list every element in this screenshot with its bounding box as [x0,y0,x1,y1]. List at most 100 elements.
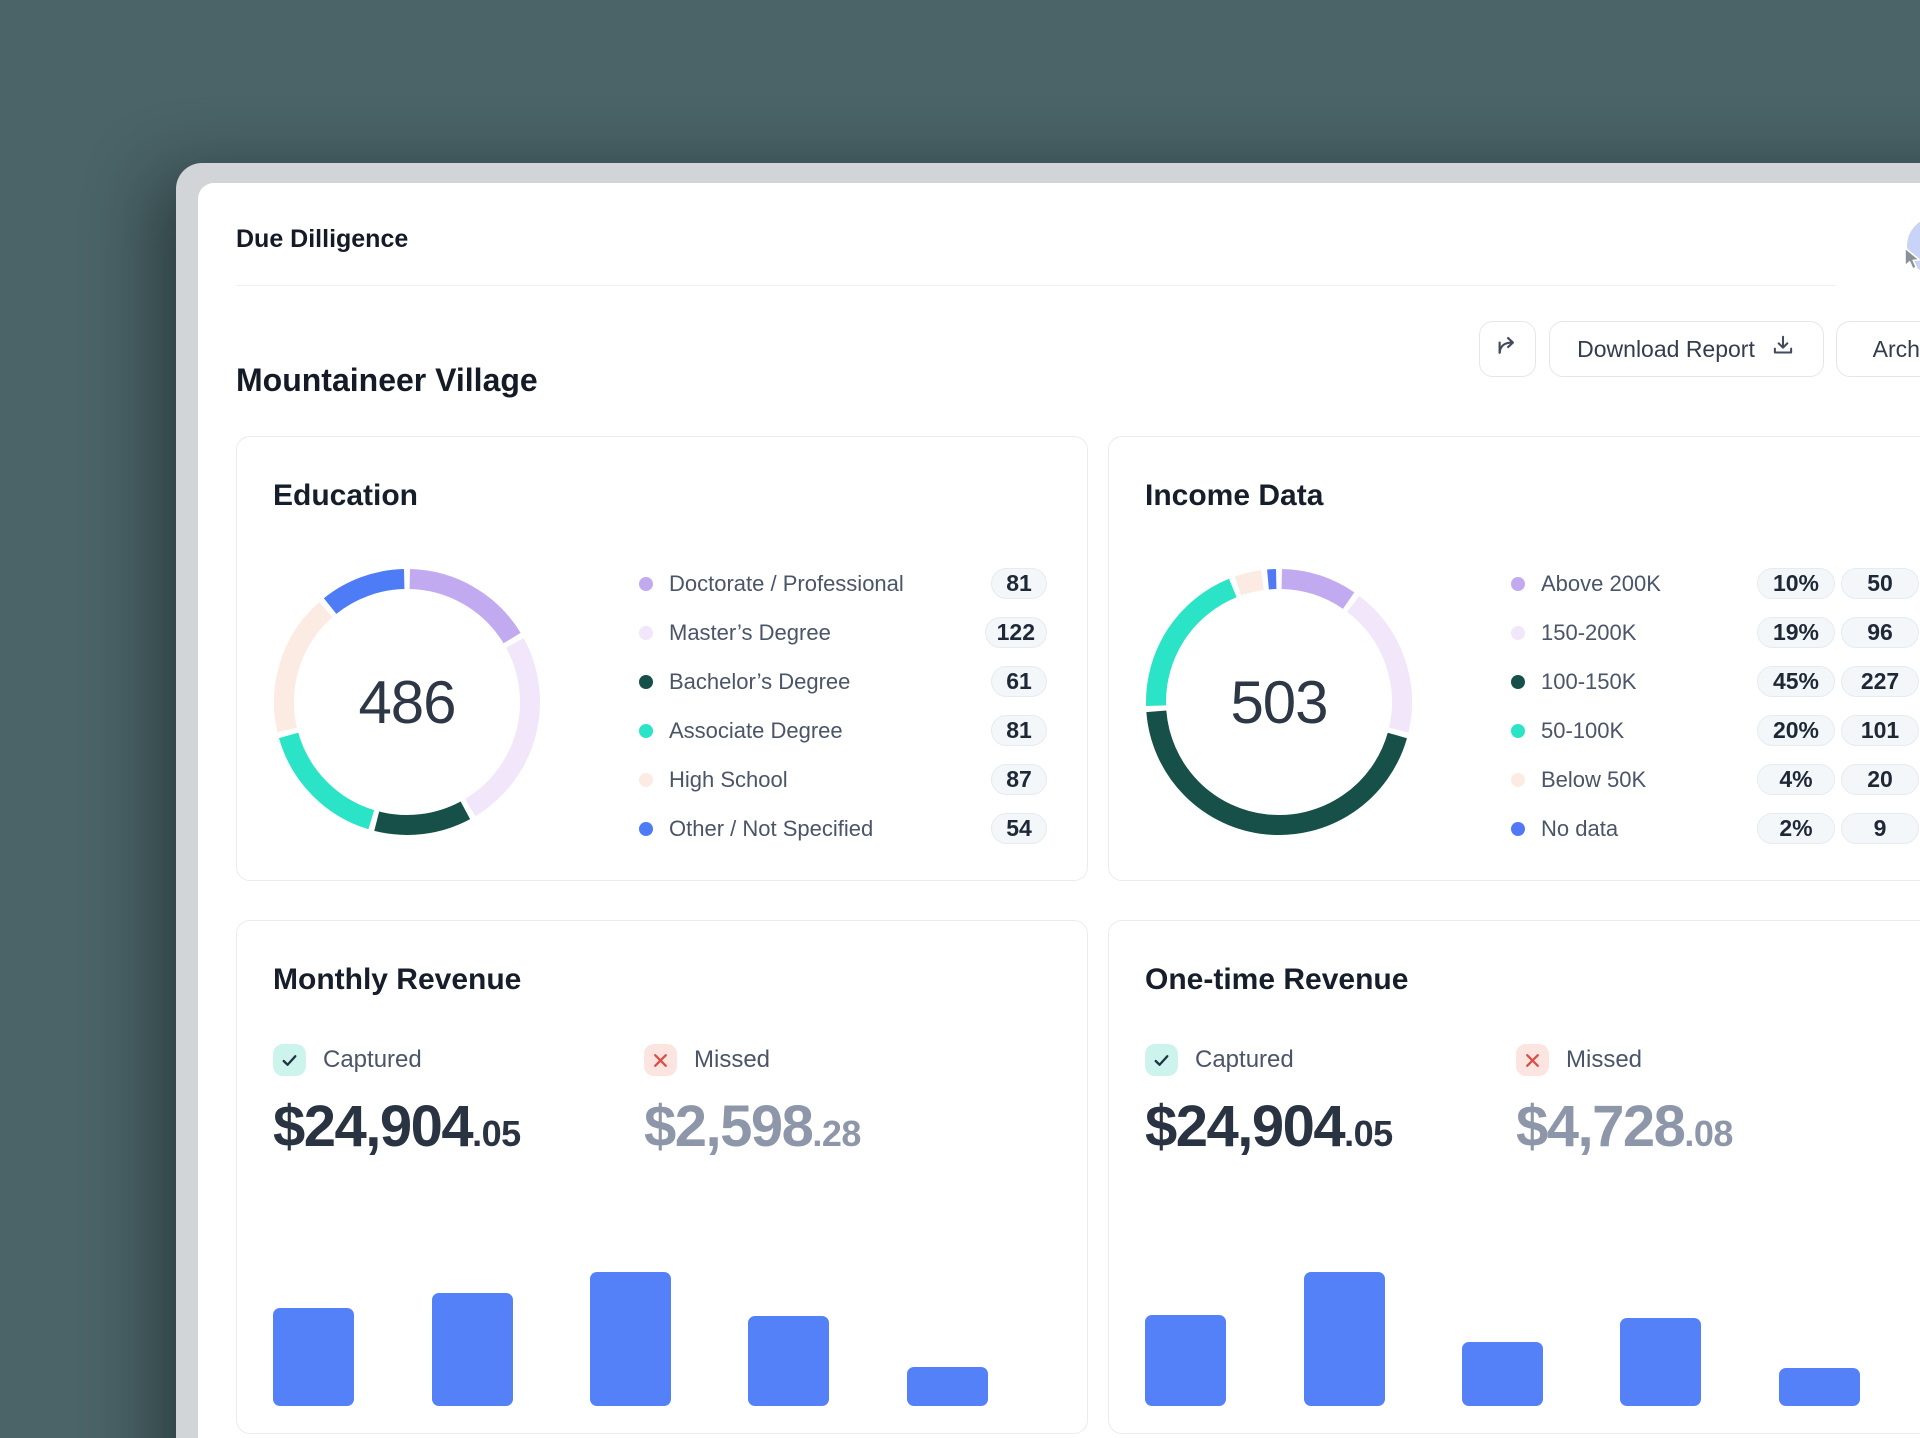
legend-percent-pill: 2% [1757,813,1835,844]
captured-stat: Captured [1145,1044,1294,1076]
missed-amount: $2,598.28 [644,1094,861,1159]
legend-count-pill: 101 [1841,715,1919,746]
education-legend: Doctorate / Professional 81 Master’s Degre… [639,559,1047,853]
legend-percent-pill: 10% [1757,568,1835,599]
legend-dot [1511,625,1525,640]
education-donut-chart: 486 [267,562,547,842]
revenue-bar [1620,1318,1701,1406]
donut-svg [274,569,540,835]
missed-label: Missed [694,1046,771,1073]
legend-item: 150-200K 19% 96 [1511,608,1919,657]
legend-dot [639,625,653,640]
legend-percent-pill: 45% [1757,666,1835,697]
app-title: Due Dilligence [236,225,409,253]
revenue-bar [907,1367,988,1406]
archive-label: Archive [1872,335,1920,362]
legend-label: Below 50K [1541,766,1647,792]
income-card-title: Income Data [1145,479,1324,512]
legend-label: No data [1541,815,1619,841]
legend-item: Associate Degree 81 [639,706,1047,755]
legend-label: Other / Not Specified [669,815,874,841]
legend-percent-pill: 20% [1757,715,1835,746]
donut-segment [374,801,471,835]
donut-segment [323,569,405,614]
donut-segment [464,638,540,817]
onetime-revenue-card: One-time Revenue Captured Missed $24,904… [1108,920,1920,1434]
revenue-bar [273,1308,354,1406]
legend-percent-pill: 4% [1757,764,1835,795]
download-report-label: Download Report [1577,335,1755,362]
donut-segment [1146,710,1407,835]
legend-label: 100-150K [1541,668,1637,694]
legend-count-pill: 96 [1841,617,1919,648]
onetime-revenue-title: One-time Revenue [1145,963,1409,996]
donut-segment [274,602,333,733]
revenue-bar [748,1316,829,1406]
archive-button[interactable]: Archive [1836,321,1920,377]
legend-dot [639,576,653,591]
missed-x-icon [644,1044,677,1076]
page-title: Mountaineer Village [236,362,538,399]
legend-item: Master’s Degree 122 [639,608,1047,657]
legend-item: High School 87 [639,755,1047,804]
legend-item: Doctorate / Professional 81 [639,559,1047,608]
legend-item: Other / Not Specified 54 [639,804,1047,853]
legend-label: Bachelor’s Degree [669,668,851,694]
revenue-bar [1462,1342,1543,1406]
legend-dot [1511,821,1525,836]
legend-dot [639,772,653,787]
legend-label: Associate Degree [669,717,843,743]
donut-segment [409,569,521,644]
header-divider [236,285,1836,286]
download-icon [1770,333,1796,365]
legend-label: Above 200K [1541,570,1661,596]
legend-count-pill: 50 [1841,568,1919,599]
legend-item: No data 2% 9 [1511,804,1919,853]
revenue-bar [590,1272,671,1406]
missed-label: Missed [1566,1046,1643,1073]
donut-segment [1146,578,1237,707]
legend-dot [1511,772,1525,787]
legend-percent-pill: 19% [1757,617,1835,648]
legend-count-pill: 61 [991,666,1047,697]
legend-label: High School [669,766,788,792]
legend-dot [1511,723,1525,738]
missed-x-icon [1516,1044,1549,1076]
legend-item: Below 50K 4% 20 [1511,755,1919,804]
legend-count-pill: 81 [991,715,1047,746]
missed-amount: $4,728.08 [1516,1094,1733,1159]
education-total: 486 [358,668,456,736]
captured-label: Captured [1195,1046,1294,1073]
onetime-revenue-bar-chart [1109,921,1920,1433]
donut-svg [1146,569,1412,835]
donut-segment [278,732,375,830]
captured-stat: Captured [273,1044,422,1076]
legend-dot [1511,674,1525,689]
share-icon [1494,333,1521,366]
revenue-bar [432,1293,513,1406]
monthly-revenue-title: Monthly Revenue [273,963,522,996]
revenue-bar [1779,1368,1860,1406]
income-donut-chart: 503 [1139,562,1419,842]
captured-check-icon [273,1044,306,1076]
legend-dot [639,674,653,689]
legend-count-pill: 54 [991,813,1047,844]
donut-segment [1281,569,1355,610]
captured-amount: $24,904.05 [273,1094,521,1159]
share-button[interactable] [1479,321,1536,377]
education-card-title: Education [273,479,419,512]
missed-stat: Missed [644,1044,770,1076]
monthly-revenue-bar-chart [237,921,1087,1433]
captured-check-icon [1145,1044,1178,1076]
legend-dot [639,723,653,738]
captured-amount: $24,904.05 [1145,1094,1393,1159]
legend-label: 50-100K [1541,717,1625,743]
income-legend: Above 200K 10% 50 150-200K 19% 96 100-150K 45% 2… [1511,559,1919,853]
legend-item: 100-150K 45% 227 [1511,657,1919,706]
revenue-bar [1145,1315,1226,1406]
income-total: 503 [1230,668,1328,736]
download-report-button[interactable]: Download Report [1549,321,1824,377]
captured-label: Captured [323,1046,422,1073]
legend-count-pill: 122 [984,617,1047,648]
